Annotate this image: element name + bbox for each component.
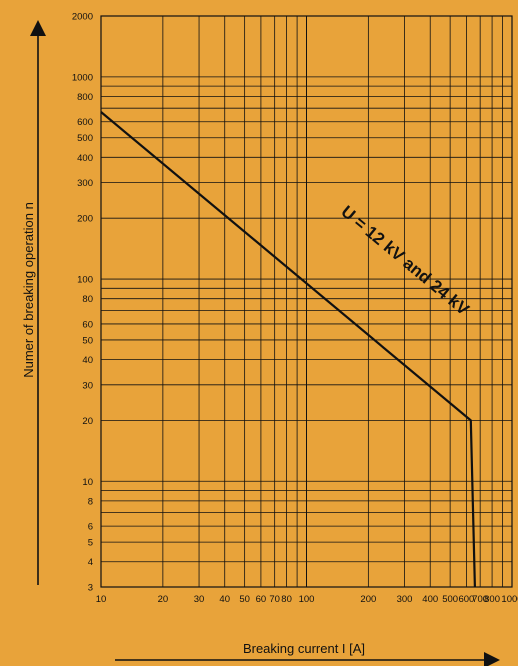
y-tick-label: 10 <box>82 477 93 488</box>
y-tick-label: 50 <box>82 335 93 346</box>
y-tick-label: 20 <box>82 416 93 427</box>
x-tick-label: 80 <box>281 594 292 605</box>
x-tick-label: 500 <box>442 594 458 605</box>
y-tick-label: 3 <box>88 583 93 594</box>
y-axis-title: Numer of breaking operation n <box>21 202 36 378</box>
y-tick-label: 200 <box>77 214 93 225</box>
x-tick-label: 300 <box>397 594 413 605</box>
x-tick-label: 50 <box>239 594 250 605</box>
x-tick-label: 1000 <box>501 594 518 605</box>
x-tick-label: 100 <box>299 594 315 605</box>
curve-annotation: U = 12 kV and 24 kV <box>337 202 473 320</box>
y-tick-label: 8 <box>88 496 93 507</box>
y-tick-label: 60 <box>82 319 93 330</box>
x-tick-label: 40 <box>219 594 230 605</box>
y-tick-label: 100 <box>77 275 93 286</box>
y-tick-label: 400 <box>77 153 93 164</box>
x-tick-label: 600 <box>458 594 474 605</box>
x-tick-label: 800 <box>484 594 500 605</box>
y-tick-label: 300 <box>77 178 93 189</box>
x-tick-labels: 10 20 30 40 50 60 70 80 100 200 300 400 500 600700800… <box>96 594 518 605</box>
x-tick-label: 30 <box>194 594 205 605</box>
y-tick-label: 500 <box>77 133 93 144</box>
x-tick-label: 400 <box>422 594 438 605</box>
x-axis-title: Breaking current I [A] <box>243 641 365 656</box>
y-tick-label: 80 <box>82 294 93 305</box>
series-layer <box>100 111 476 588</box>
x-tick-label: 10 <box>96 594 107 605</box>
plot-frame <box>100 15 513 588</box>
y-tick-label: 5 <box>88 538 93 549</box>
x-tick-label: 700 <box>472 594 488 605</box>
y-tick-labels: 3 4 5 6 8 10 20 30 40 50 60 80 100 200 300 400 500 600 800… <box>72 12 93 594</box>
y-tick-label: 6 <box>88 522 93 533</box>
y-tick-label: 1000 <box>72 72 93 83</box>
x-tick-label: 20 <box>158 594 169 605</box>
x-tick-label: 70 <box>269 594 280 605</box>
y-tick-label: 800 <box>77 92 93 103</box>
axes: Breaking current I [A] Numer of breaking… <box>21 15 513 666</box>
series-line-0 <box>100 111 476 588</box>
x-tick-label: 200 <box>360 594 376 605</box>
y-tick-label: 4 <box>88 557 93 568</box>
y-tick-label: 30 <box>82 380 93 391</box>
y-tick-label: 600 <box>77 117 93 128</box>
y-tick-label: 40 <box>82 355 93 366</box>
y-tick-label: 2000 <box>72 12 93 23</box>
x-tick-label: 60 <box>256 594 267 605</box>
